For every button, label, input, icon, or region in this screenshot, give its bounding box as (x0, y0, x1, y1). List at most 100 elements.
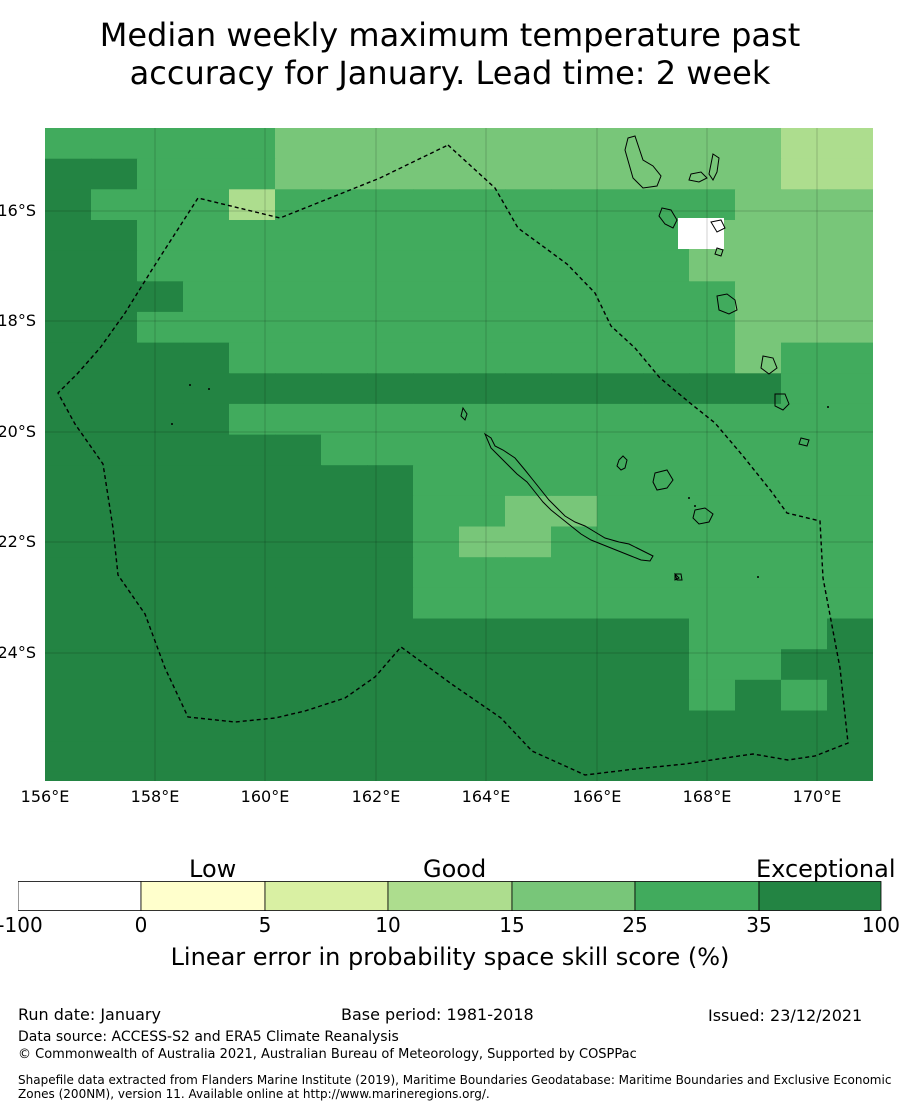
map-cell (413, 220, 460, 252)
map-cell (413, 342, 460, 374)
map-cell (321, 587, 368, 620)
map-cell (321, 342, 368, 374)
map-cell (459, 710, 506, 742)
coastlines (460, 135, 810, 581)
map-cell (91, 128, 138, 160)
map-cell (275, 526, 322, 558)
map-cell (321, 465, 368, 497)
map-cell (275, 373, 322, 405)
run-date: Run date: January (18, 1005, 161, 1024)
map-cell (597, 311, 644, 344)
map-cell (275, 465, 322, 497)
map-cell (91, 679, 138, 712)
map-cell (735, 679, 782, 712)
epi-coast (714, 247, 724, 257)
map-cell (781, 281, 828, 313)
white-cells-overlay (678, 218, 724, 249)
map-cell (183, 342, 230, 374)
map-cell (781, 679, 828, 712)
map-cell (781, 557, 828, 589)
graticule (45, 128, 873, 781)
map-cell (643, 342, 690, 374)
map-cell (551, 342, 598, 374)
map-cell (367, 771, 414, 781)
map-cell (183, 189, 230, 221)
map-cell (45, 741, 92, 773)
malekula-coast (658, 207, 678, 229)
map-cell (459, 557, 506, 589)
map-cell (45, 311, 92, 344)
map-cell (459, 342, 506, 374)
map-cell (551, 403, 598, 436)
map-cell (45, 618, 92, 650)
map-cell (735, 189, 782, 221)
small-islands (171, 384, 829, 578)
map-cell (597, 342, 644, 374)
map-cell (505, 495, 552, 528)
map-cell (735, 557, 782, 589)
map-title-line-2: accuracy for January. Lead time: 2 week (129, 54, 771, 92)
map-cell (735, 311, 782, 344)
map-cell (321, 220, 368, 252)
map-cell (183, 220, 230, 252)
map-cell (689, 649, 736, 681)
map-cell (45, 679, 92, 712)
map-cell (321, 710, 368, 742)
map-cell (137, 741, 184, 773)
map-cell (367, 128, 414, 160)
map-cell (229, 434, 276, 466)
lat-label: 18°S (0, 311, 36, 330)
map-cell (505, 373, 552, 405)
map-cell (137, 311, 184, 344)
map-cell (413, 250, 460, 282)
map-cell (183, 250, 230, 282)
lat-label: 20°S (0, 422, 36, 441)
map-cell (597, 557, 644, 589)
map-cell (137, 557, 184, 589)
map-cell (183, 526, 230, 558)
map-cell (643, 189, 690, 221)
lon-label: 160°E (240, 787, 290, 806)
map-cell (45, 403, 92, 436)
map-cell (781, 710, 828, 742)
skill-map (45, 128, 873, 781)
map-cell (183, 710, 230, 742)
matthew-island-coast (674, 572, 680, 581)
map-cell (643, 679, 690, 712)
map-cell (229, 128, 276, 160)
map-cell (45, 373, 92, 405)
map-cell (183, 465, 230, 497)
espiritu-santo-coast (624, 135, 662, 189)
map-cell (367, 189, 414, 221)
map-cell (551, 649, 598, 681)
map-cell (459, 679, 506, 712)
map-cell (45, 281, 92, 313)
map-cell (551, 250, 598, 282)
map-cell (735, 158, 782, 190)
map-cell (229, 311, 276, 344)
map-cell (689, 189, 736, 221)
lon-label: 164°E (461, 787, 511, 806)
map-cell (137, 403, 184, 436)
map-cell (367, 618, 414, 650)
map-cell (321, 618, 368, 650)
map-cell (413, 587, 460, 620)
map-cell (643, 587, 690, 620)
map-cell (275, 128, 322, 160)
map-cell (597, 128, 644, 160)
map-cell (689, 250, 736, 282)
map-cell (91, 281, 138, 313)
map-cell (735, 587, 782, 620)
map-cell (137, 158, 184, 190)
map-cell (137, 281, 184, 313)
map-cell (367, 495, 414, 528)
map-cell (643, 741, 690, 773)
map-cell (505, 311, 552, 344)
map-cell (505, 128, 552, 160)
map-cell (413, 434, 460, 466)
map-cell (689, 465, 736, 497)
map-cell (459, 465, 506, 497)
map-cell (229, 158, 276, 190)
colorbar-tick: 5 (258, 913, 272, 937)
map-cell (229, 557, 276, 589)
